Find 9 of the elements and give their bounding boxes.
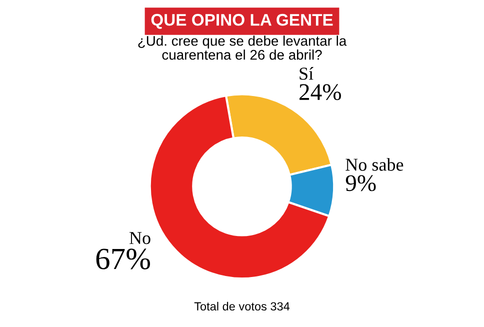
- slice-label: Sí: [300, 67, 314, 80]
- slice-label: No: [129, 232, 150, 244]
- data-label: 24%: [300, 84, 341, 100]
- chart-title: QUE OPINO LA GENTE: [151, 14, 333, 29]
- data-label: 9%: [346, 175, 376, 192]
- data-label: 67%: [96, 248, 150, 270]
- slice-label: No sabe: [346, 158, 404, 171]
- chart-subtitle: ¿Ud. cree que se debe levantar la cuarentena el 26 de abril?: [138, 36, 347, 60]
- text: Total de votos 334: [194, 302, 290, 311]
